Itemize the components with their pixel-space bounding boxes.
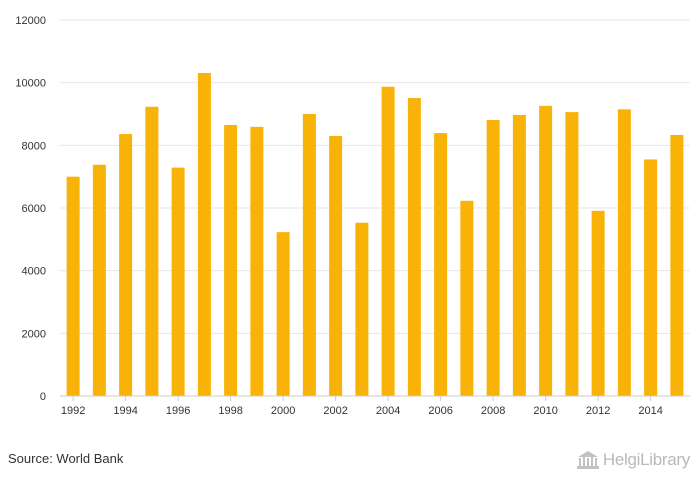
y-tick-label: 12000 bbox=[15, 15, 46, 27]
bar-1994[interactable] bbox=[119, 134, 133, 396]
x-tick-label: 2012 bbox=[586, 405, 610, 417]
brand-name: HelgiLibrary bbox=[602, 450, 690, 469]
bar-1999[interactable] bbox=[250, 126, 264, 396]
bar-2013[interactable] bbox=[617, 109, 631, 397]
bar-2006[interactable] bbox=[434, 133, 448, 396]
bar-2009[interactable] bbox=[512, 114, 526, 396]
y-tick-label: 0 bbox=[40, 391, 46, 403]
x-tick-label: 2008 bbox=[481, 405, 505, 417]
y-axis-ticks: 0 2000 4000 6000 8000 10000 12000 bbox=[15, 15, 46, 403]
bar-2005[interactable] bbox=[407, 98, 421, 397]
bar-1996[interactable] bbox=[171, 167, 185, 396]
x-tick-label: 2014 bbox=[638, 405, 662, 417]
bar-2003[interactable] bbox=[355, 222, 369, 396]
bar-2008[interactable] bbox=[486, 119, 500, 396]
x-tick-label: 1992 bbox=[61, 405, 85, 417]
x-tick-label: 1994 bbox=[113, 405, 137, 417]
bar-2000[interactable] bbox=[276, 232, 290, 396]
bar-2015[interactable] bbox=[670, 134, 684, 396]
gridlines bbox=[60, 19, 690, 397]
y-tick-label: 10000 bbox=[15, 78, 46, 90]
bar-1998[interactable] bbox=[224, 124, 238, 396]
x-axis-ticks: 1992 1994 1996 1998 2000 2002 2004 2006 2008 2010… bbox=[61, 396, 663, 417]
x-tick-label: 2004 bbox=[376, 405, 400, 417]
source-note: Source: World Bank bbox=[8, 451, 124, 466]
x-tick-label: 2010 bbox=[533, 405, 557, 417]
y-tick-label: 4000 bbox=[22, 266, 46, 278]
bar-chart: 0 2000 4000 6000 8000 10000 12000 1992 1994 1996… bbox=[15, 15, 690, 417]
y-tick-label: 6000 bbox=[22, 203, 46, 215]
bar-2012[interactable] bbox=[591, 210, 605, 396]
bar-2004[interactable] bbox=[381, 86, 395, 397]
library-building-icon bbox=[576, 451, 599, 469]
bar-2007[interactable] bbox=[460, 200, 474, 396]
x-tick-label: 2000 bbox=[271, 405, 295, 417]
bar-1997[interactable] bbox=[197, 72, 211, 396]
x-tick-label: 1998 bbox=[218, 405, 242, 417]
bar-2001[interactable] bbox=[302, 114, 316, 396]
y-tick-label: 8000 bbox=[22, 140, 46, 152]
bar-2011[interactable] bbox=[565, 112, 579, 397]
bar-2002[interactable] bbox=[329, 135, 343, 396]
bar-1993[interactable] bbox=[92, 164, 106, 396]
x-tick-label: 1996 bbox=[166, 405, 190, 417]
bar-1995[interactable] bbox=[145, 106, 159, 396]
bar-1992[interactable] bbox=[66, 176, 80, 396]
x-tick-label: 2006 bbox=[428, 405, 452, 417]
bar-2014[interactable] bbox=[644, 159, 658, 396]
brand-logo[interactable]: HelgiLibrary bbox=[576, 449, 690, 471]
y-tick-label: 2000 bbox=[22, 328, 46, 340]
x-tick-label: 2002 bbox=[323, 405, 347, 417]
bar-series bbox=[66, 72, 684, 397]
bar-2010[interactable] bbox=[539, 105, 553, 396]
